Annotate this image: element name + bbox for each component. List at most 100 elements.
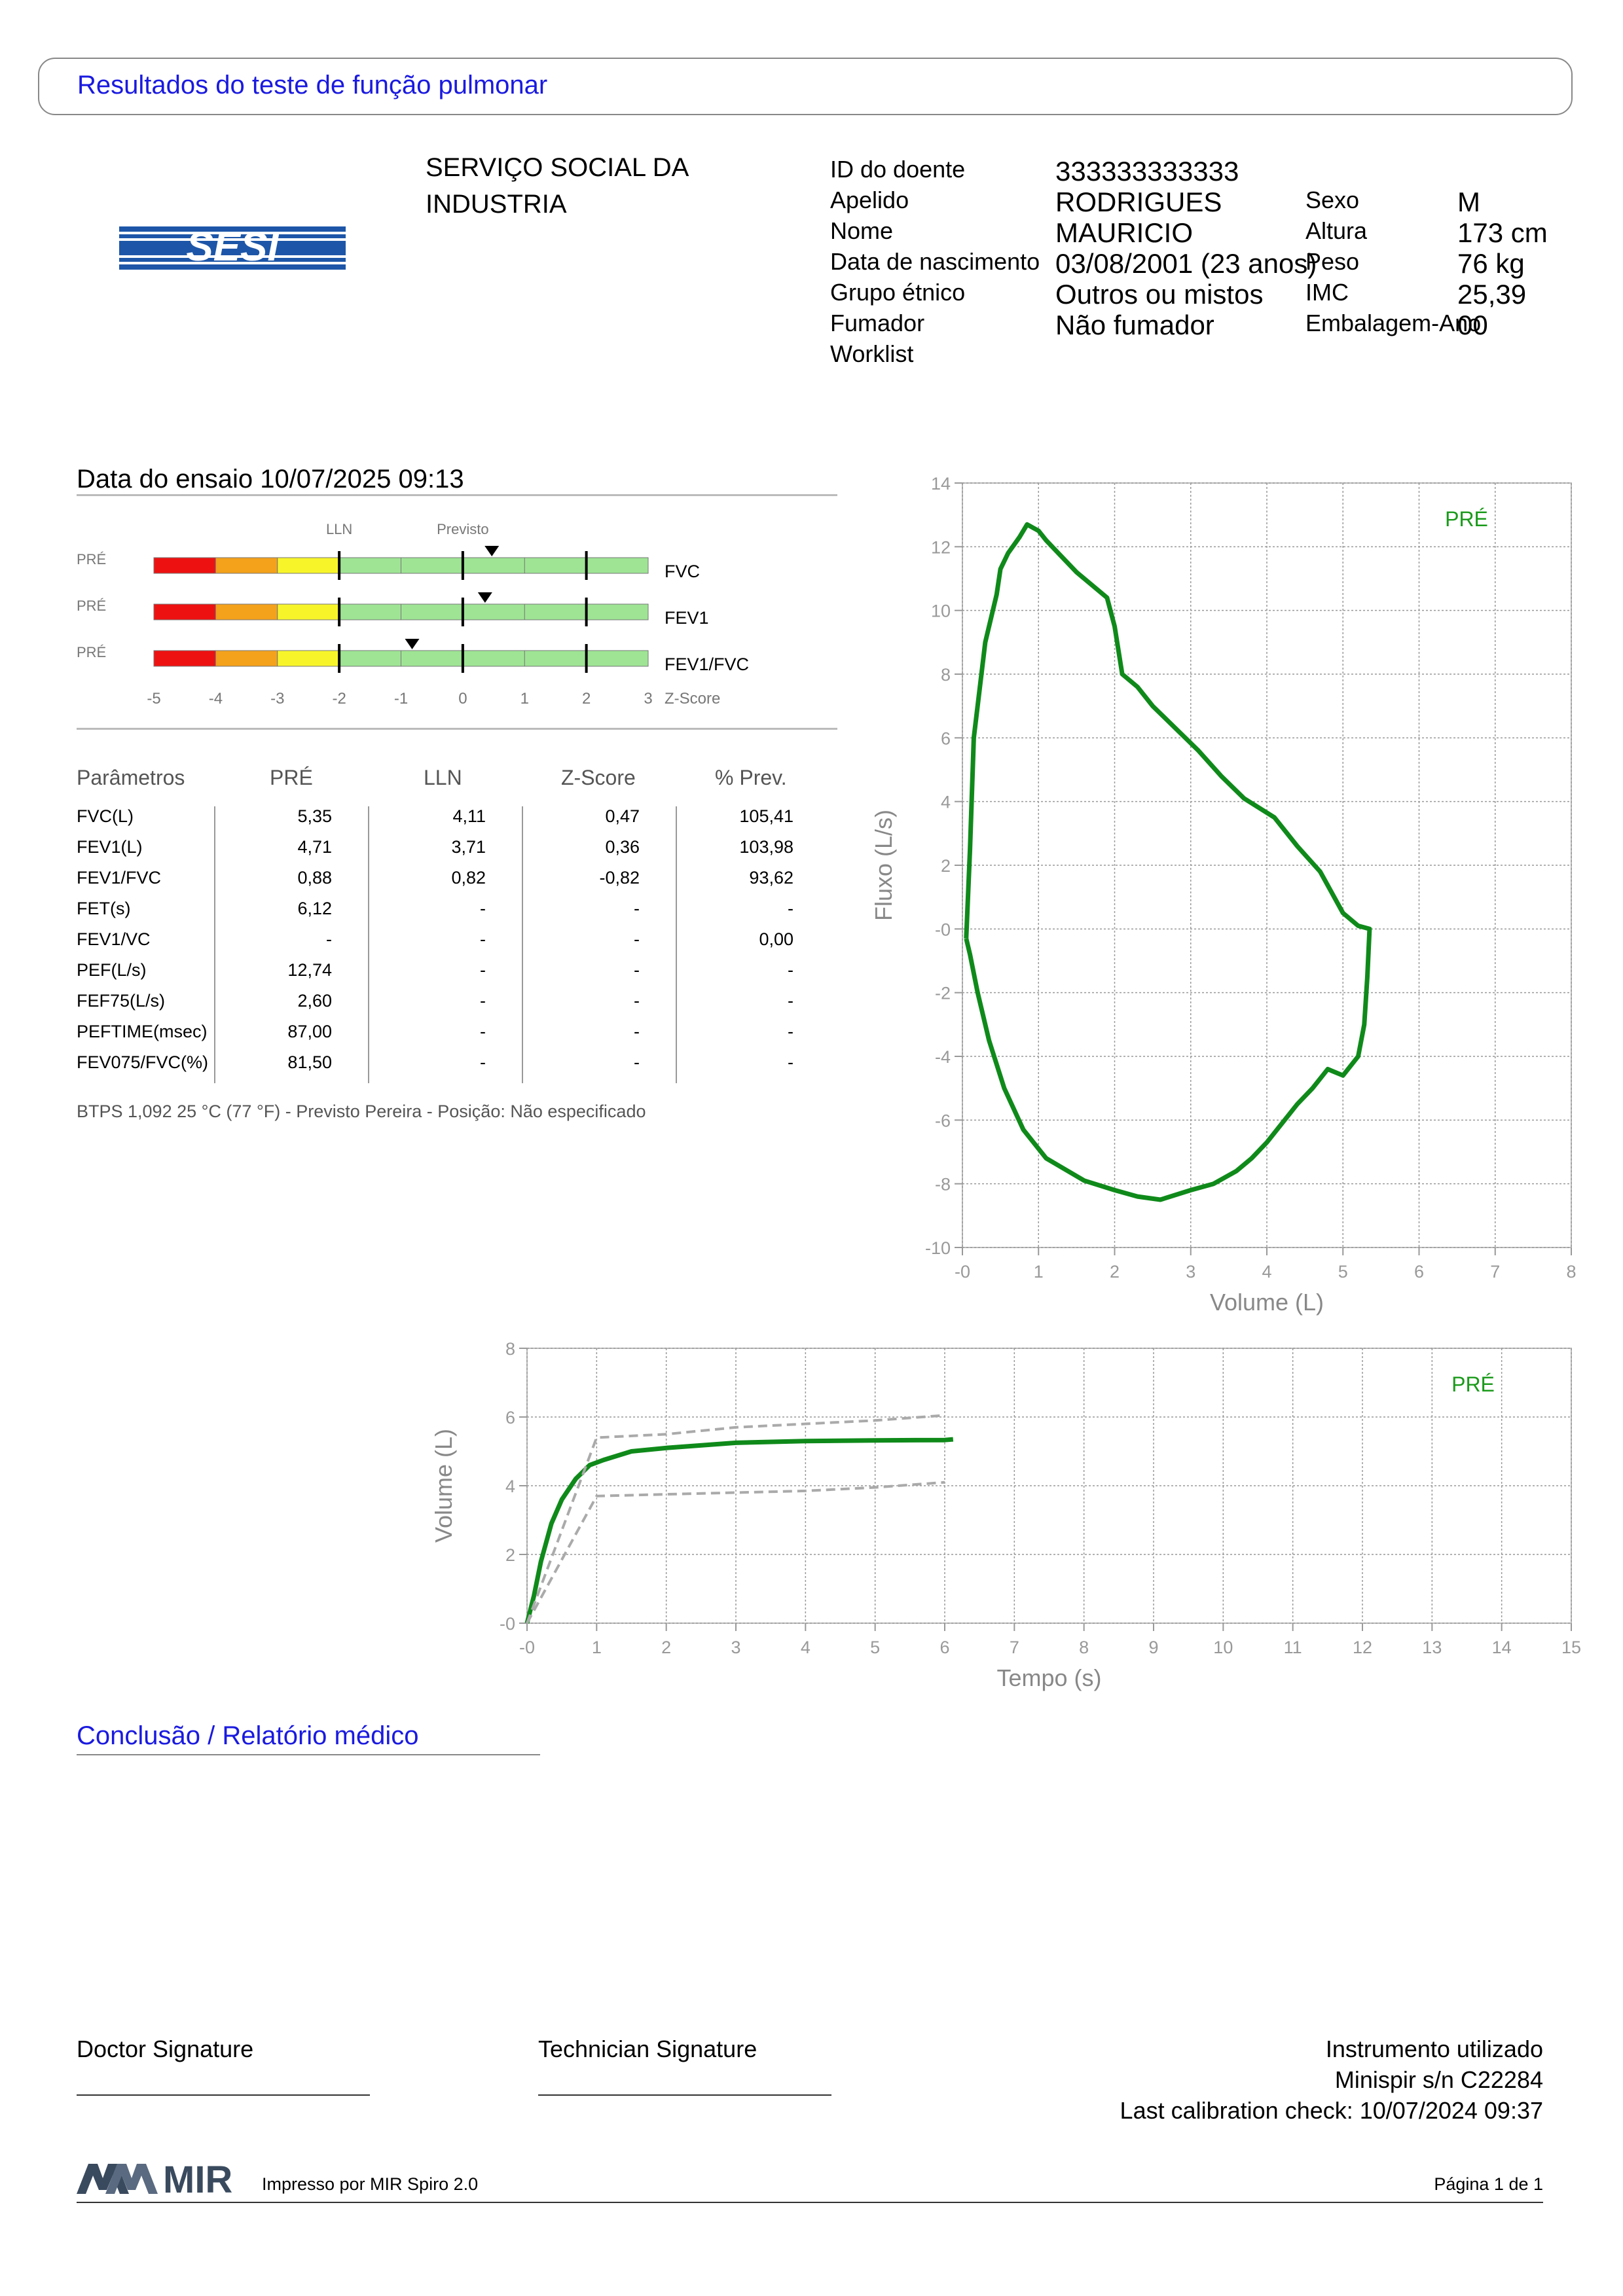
sex-label: Sexo (1305, 187, 1360, 213)
x-axis-label: Volume (L) (1210, 1289, 1324, 1316)
surname-value: RODRIGUES (1055, 187, 1222, 217)
plot-area (526, 1348, 1572, 1624)
zscore-band (338, 557, 649, 574)
x-tick-label: -0 (519, 1638, 535, 1657)
param-value: - (480, 929, 486, 949)
ethnic-label: Grupo étnico (830, 279, 966, 306)
zscore-band (338, 650, 649, 667)
smoker-value: Não fumador (1055, 310, 1214, 340)
y-tick-label: 4 (941, 793, 951, 812)
organization-name: SERVIÇO SOCIAL DA INDUSTRIA (426, 149, 689, 223)
printed-by: Impresso por MIR Spiro 2.0 (262, 2174, 479, 2194)
param-name: FEF75(L/s) (77, 991, 166, 1011)
zscore-pointer (484, 546, 500, 556)
param-name: FEV1/FVC (77, 868, 162, 888)
x-tick-label: 10 (1213, 1638, 1233, 1657)
param-value: 6,12 (297, 899, 332, 918)
y-tick-label: -4 (935, 1047, 951, 1067)
x-tick-label: 7 (1010, 1638, 1019, 1657)
param-header-1: PRÉ (270, 766, 313, 789)
flow-volume-chart: -0 1 2 3 4 5 6 7 81412108642-0-2-4-6-8-10Volume … (870, 474, 1577, 1316)
zscore-panel: LLN Previsto PRÉ FVC PRÉ FEV1 PRÉ FEV1/FVC -5 -4 -… (77, 521, 749, 708)
param-value: - (480, 1022, 486, 1041)
measured-curve-pre (964, 522, 1372, 1202)
zscore-band (153, 557, 216, 574)
instrument-name: Minispir s/n C22284 (1334, 2066, 1543, 2093)
technician-signature-line (538, 2094, 831, 2096)
zscore-row-name: FVC (665, 562, 700, 581)
pack-years-value: 00 (1457, 310, 1488, 340)
x-tick-label: 7 (1490, 1262, 1500, 1282)
x-tick-label: 14 (1492, 1638, 1512, 1657)
dob-value: 03/08/2001 (23 anos) (1055, 248, 1317, 279)
param-value: 0,88 (297, 868, 332, 888)
param-column-divider (522, 806, 523, 1083)
row-label-pre: PRÉ (77, 598, 106, 614)
param-value: - (788, 991, 793, 1011)
x-tick-label: 1 (592, 1638, 602, 1657)
param-name: PEFTIME(msec) (77, 1022, 208, 1041)
y-tick-label: 6 (505, 1408, 515, 1427)
legend-pre: PRÉ (1451, 1372, 1495, 1396)
zscore-band (215, 557, 278, 574)
param-name: FEV075/FVC(%) (77, 1052, 209, 1072)
weight-value: 76 kg (1457, 248, 1525, 279)
ethnic-value: Outros ou mistos (1055, 279, 1264, 310)
zscore-band (277, 603, 340, 620)
zscore-band (277, 557, 340, 574)
zscore-tick-label: 0 (458, 690, 467, 708)
x-tick-label: 13 (1422, 1638, 1442, 1657)
test-date: Data do ensaio 10/07/2025 09:13 (77, 465, 464, 493)
y-tick-label: -6 (935, 1111, 951, 1130)
x-tick-label: 4 (1262, 1262, 1271, 1282)
zscore-band (153, 603, 216, 620)
param-name: FVC(L) (77, 806, 134, 826)
y-axis-label: Fluxo (L/s) (870, 810, 897, 921)
organization-line-2: INDUSTRIA (426, 190, 567, 219)
x-tick-label: 4 (801, 1638, 811, 1657)
btps-footnote: BTPS 1,092 25 °C (77 °F) - Previsto Pere… (77, 1102, 646, 1121)
param-column-divider (368, 806, 369, 1083)
param-value: 93,62 (749, 868, 793, 888)
param-value: - (634, 991, 640, 1011)
zscore-row-name: FEV1 (665, 608, 709, 628)
x-tick-label: 2 (661, 1638, 671, 1657)
x-tick-label: 3 (1186, 1262, 1195, 1282)
predicted-limit-curve (526, 1480, 945, 1624)
param-value: - (788, 899, 793, 918)
sesi-logo: SESI (119, 226, 346, 270)
y-tick-label: 14 (931, 474, 951, 493)
param-value: - (480, 960, 486, 980)
param-header-3: Z-Score (561, 766, 636, 789)
param-value: - (326, 929, 332, 949)
name-label: Nome (830, 217, 894, 244)
predicted-limit-curve (526, 1414, 945, 1624)
bmi-value: 25,39 (1457, 279, 1527, 310)
patient-id-label: ID do doente (830, 156, 966, 183)
zscore-band (215, 650, 278, 667)
x-tick-label: 8 (1079, 1638, 1089, 1657)
x-tick-label: 11 (1284, 1638, 1302, 1657)
technician-signature-label: Technician Signature (538, 2036, 757, 2062)
param-header-0: Parâmetros (77, 766, 185, 789)
conclusion-title: Conclusão / Relatório médico (77, 1721, 419, 1750)
smoker-label: Fumador (830, 310, 925, 336)
param-value: - (480, 899, 486, 918)
y-tick-label: -8 (935, 1175, 951, 1194)
footer-divider (77, 2202, 1543, 2203)
param-column-divider (676, 806, 677, 1083)
x-tick-label: 8 (1566, 1262, 1576, 1282)
x-tick-label: 5 (870, 1638, 880, 1657)
zscore-pointer (477, 592, 492, 603)
param-value: 3,71 (451, 837, 486, 857)
y-tick-label: 4 (505, 1477, 515, 1496)
parameter-table: Parâmetros PRÉ LLN Z-Score % Prev. FVC(L) 5,35… (77, 766, 797, 1086)
zscore-divider (77, 728, 837, 730)
zscore-tick-label: 3 (644, 690, 652, 708)
lln-header: LLN (326, 521, 352, 537)
y-tick-label: 12 (931, 537, 951, 557)
y-tick-label: -10 (925, 1238, 951, 1258)
x-tick-label: 5 (1338, 1262, 1348, 1282)
zscore-row-name: FEV1/FVC (665, 655, 749, 674)
param-value: 2,60 (297, 991, 332, 1011)
